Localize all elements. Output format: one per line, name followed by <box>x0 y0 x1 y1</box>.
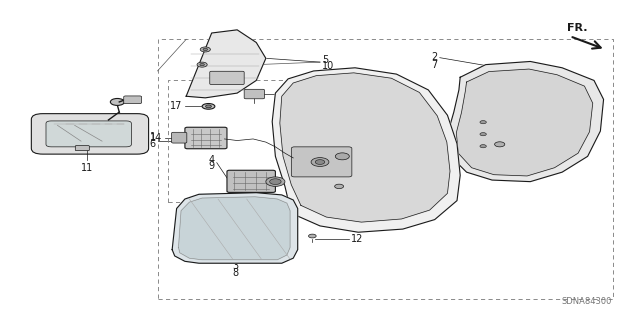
FancyBboxPatch shape <box>244 89 264 99</box>
Text: 6: 6 <box>150 139 156 149</box>
FancyBboxPatch shape <box>227 170 275 192</box>
FancyBboxPatch shape <box>291 147 352 177</box>
Polygon shape <box>186 30 266 98</box>
FancyBboxPatch shape <box>124 96 141 104</box>
Polygon shape <box>447 62 604 182</box>
Text: 1: 1 <box>150 132 156 142</box>
Ellipse shape <box>480 145 486 148</box>
Polygon shape <box>280 73 450 222</box>
Ellipse shape <box>266 177 285 186</box>
Text: 11: 11 <box>81 163 93 173</box>
Ellipse shape <box>203 48 207 50</box>
Ellipse shape <box>335 153 349 160</box>
Text: 8: 8 <box>232 268 238 278</box>
Ellipse shape <box>197 62 207 67</box>
Polygon shape <box>272 68 460 232</box>
Text: 15: 15 <box>351 182 363 191</box>
Text: SDNA84300: SDNA84300 <box>561 297 612 306</box>
Polygon shape <box>456 69 593 176</box>
Ellipse shape <box>202 104 215 109</box>
Ellipse shape <box>308 234 316 238</box>
Text: 13: 13 <box>513 139 525 149</box>
Ellipse shape <box>480 121 486 124</box>
Text: FR.: FR. <box>567 23 588 33</box>
Text: 12: 12 <box>351 234 363 244</box>
Ellipse shape <box>495 142 505 147</box>
Text: 5: 5 <box>322 55 328 65</box>
FancyBboxPatch shape <box>185 127 227 149</box>
FancyBboxPatch shape <box>46 121 131 147</box>
Ellipse shape <box>311 158 329 167</box>
Ellipse shape <box>205 105 211 108</box>
Ellipse shape <box>200 47 211 52</box>
Text: 17: 17 <box>170 101 182 111</box>
Ellipse shape <box>200 63 204 66</box>
Text: 2: 2 <box>431 52 438 62</box>
Ellipse shape <box>110 99 124 105</box>
Text: 10: 10 <box>322 61 334 71</box>
Ellipse shape <box>480 133 486 136</box>
Ellipse shape <box>335 184 344 189</box>
Polygon shape <box>179 197 290 260</box>
Ellipse shape <box>316 160 324 164</box>
Ellipse shape <box>269 179 281 184</box>
Text: 7: 7 <box>431 60 438 70</box>
Text: 4: 4 <box>209 154 215 165</box>
FancyBboxPatch shape <box>172 132 187 143</box>
Text: 14: 14 <box>150 133 163 143</box>
Polygon shape <box>172 193 298 263</box>
Text: 16: 16 <box>286 89 298 99</box>
FancyBboxPatch shape <box>31 114 148 154</box>
Text: 3: 3 <box>232 261 238 271</box>
FancyBboxPatch shape <box>76 145 90 151</box>
Text: 9: 9 <box>209 161 215 171</box>
FancyBboxPatch shape <box>210 71 244 85</box>
